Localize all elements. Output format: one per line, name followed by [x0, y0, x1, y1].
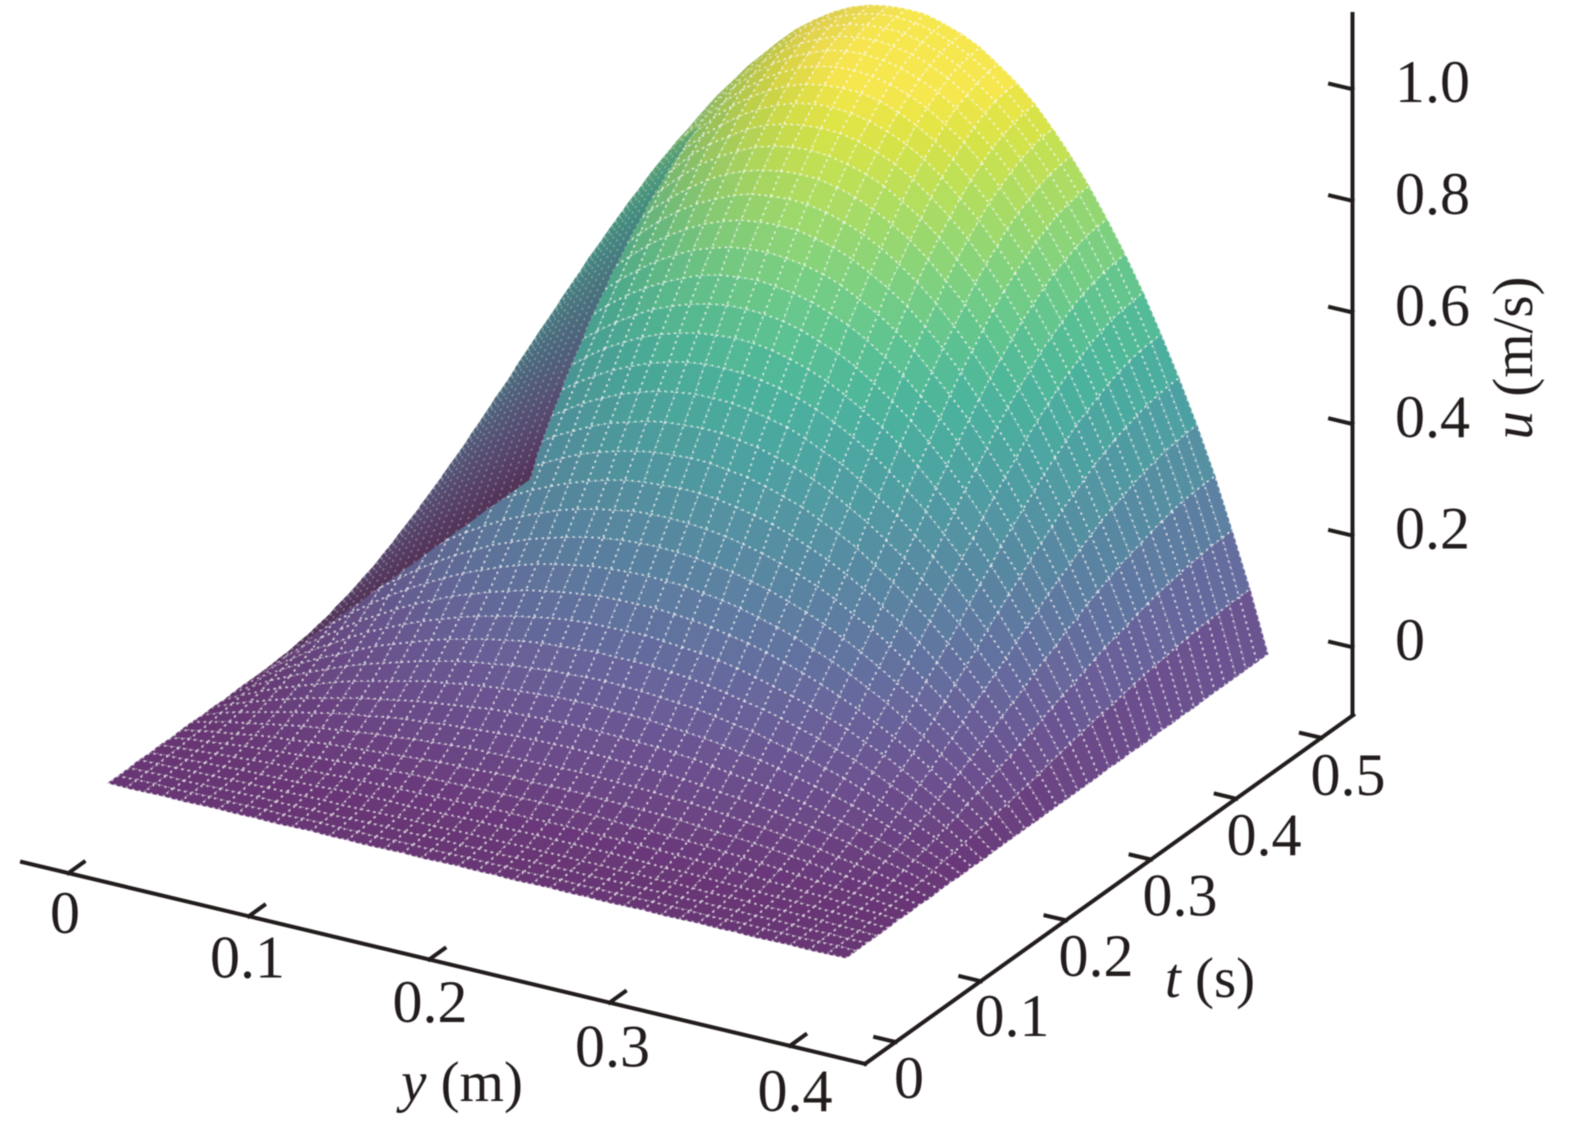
svg-text:0.1: 0.1 — [975, 983, 1050, 1049]
svg-text:0.4: 0.4 — [1227, 802, 1302, 868]
svg-text:0: 0 — [894, 1045, 924, 1111]
svg-text:0.8: 0.8 — [1395, 161, 1470, 227]
svg-text:0.3: 0.3 — [575, 1014, 650, 1080]
svg-text:0.3: 0.3 — [1143, 863, 1218, 929]
svg-text:t (s): t (s) — [1165, 947, 1255, 1010]
svg-text:0: 0 — [50, 880, 80, 946]
svg-text:0.1: 0.1 — [210, 925, 285, 991]
svg-text:0.4: 0.4 — [758, 1058, 833, 1124]
svg-text:y (m): y (m) — [396, 1051, 523, 1114]
svg-text:0.5: 0.5 — [1311, 742, 1386, 808]
svg-text:0.2: 0.2 — [393, 969, 468, 1035]
svg-text:0: 0 — [1395, 607, 1425, 673]
svg-text:0.4: 0.4 — [1395, 384, 1470, 450]
svg-text:0.2: 0.2 — [1395, 496, 1470, 562]
svg-text:1.0: 1.0 — [1395, 49, 1470, 115]
svg-text:u (m/s): u (m/s) — [1482, 276, 1545, 439]
svg-text:0.6: 0.6 — [1395, 272, 1470, 338]
svg-text:0.2: 0.2 — [1059, 923, 1134, 989]
